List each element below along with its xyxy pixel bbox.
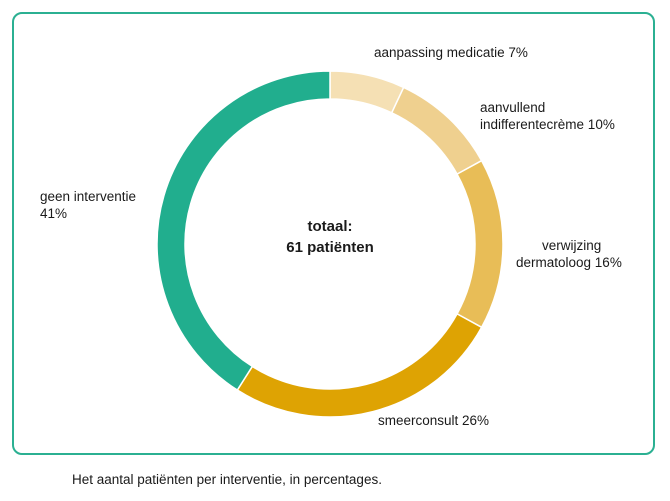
chart-frame bbox=[12, 12, 655, 455]
slice-label-verwijzing-dermatoloog: verwijzing dermatoloog 16% bbox=[516, 238, 622, 270]
slice-label-geen-interventie: geen interventie 41% bbox=[40, 189, 137, 221]
center-total-heading: totaal: bbox=[307, 218, 353, 235]
center-total-label: totaal: 61 patiënten bbox=[230, 216, 430, 258]
donut-slice-3 bbox=[236, 312, 483, 418]
slice-label-smeerconsult: smeerconsult 26% bbox=[378, 413, 490, 428]
slice-label-aanpassing-medicatie: aanpassing medicatie 7% bbox=[374, 45, 528, 60]
donut-slice-2 bbox=[456, 159, 504, 329]
donut-slice-4 bbox=[156, 70, 331, 392]
chart-caption: Het aantal patiënten per interventie, in… bbox=[72, 472, 382, 487]
center-total-value: 61 patiënten bbox=[286, 239, 374, 256]
donut-slices bbox=[156, 70, 504, 418]
donut-slice-0 bbox=[329, 70, 405, 114]
donut-slice-1 bbox=[390, 86, 483, 176]
slice-label-aanvullend-indifferentecreme: aanvullend indifferentecrème 10% bbox=[480, 100, 615, 132]
